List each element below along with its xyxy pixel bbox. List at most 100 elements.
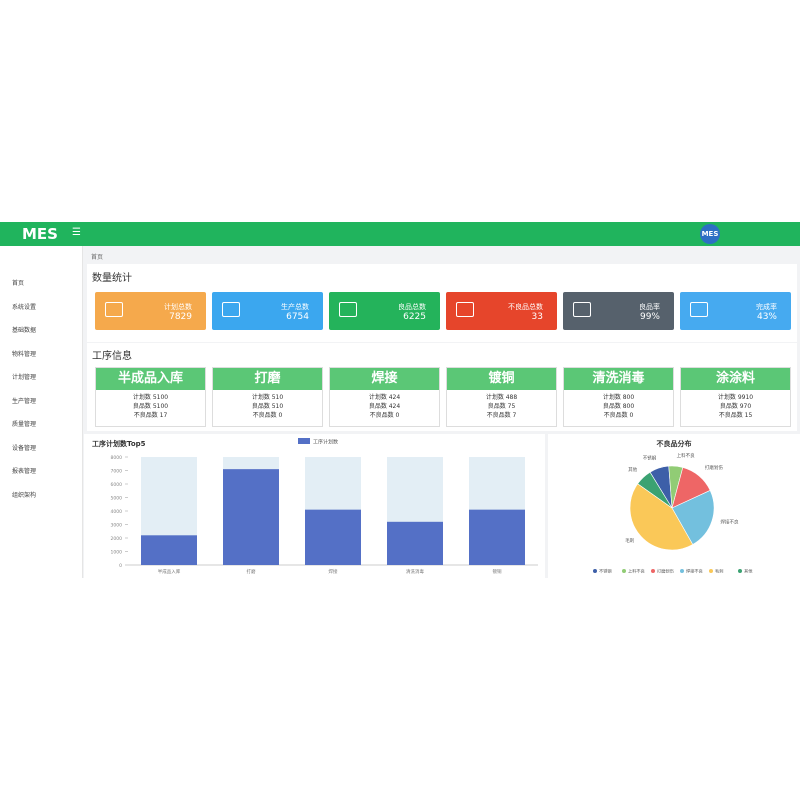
bar-chart: 工序计划数Top5 工序计划数 0 1000 2000 3000 4000 5000 6000 7…	[84, 434, 545, 578]
stat-value: 6754	[286, 312, 309, 322]
process-card: 打磨 计划数 510 良品数 510 不良品数 0	[212, 367, 323, 427]
process-line: 良品数 5100	[132, 403, 169, 410]
process-card: 镀铜 计划数 488 良品数 75 不良品数 7	[446, 367, 557, 427]
process-line: 不良品数 0	[369, 412, 400, 419]
process-line: 良品数 510	[251, 403, 284, 410]
slice-label: 毛刺	[625, 537, 634, 544]
y-tick-label: 8000	[111, 455, 123, 461]
card-icon	[690, 302, 708, 317]
menu-item[interactable]: 报表管理	[12, 468, 37, 475]
panel-title: 数量统计	[92, 273, 132, 284]
legend-label: 上料不良	[628, 568, 645, 575]
menu-toggle[interactable]: ☰	[72, 227, 81, 238]
legend-label: 工序计划数	[313, 439, 338, 446]
stat-value: 43%	[756, 312, 777, 322]
legend-label: 其他	[744, 568, 753, 575]
legend-swatch	[651, 569, 655, 573]
x-tick-label: 半成品入库	[158, 568, 181, 575]
stats-panel: 数量统计 计划总数 7829 生产总数 6754 良品总数 6225 不良品总数 33 良品率 9…	[87, 264, 797, 342]
stat-value: 33	[531, 312, 543, 322]
breadcrumb: 首页	[91, 254, 104, 261]
process-name: 打磨	[213, 368, 322, 390]
bar	[469, 509, 525, 565]
pie-chart: 不良品分布不锈钢不锈钢上料不良上料不良打磨划伤打磨划伤焊接不良焊接不良毛刺毛刺其…	[548, 434, 800, 578]
stat-card: 良品总数 6225	[329, 292, 440, 330]
bar	[305, 509, 361, 565]
menu-item[interactable]: 计划管理	[12, 374, 37, 381]
stat-card: 完成率 43%	[680, 292, 791, 330]
avatar[interactable]: MES	[700, 224, 720, 244]
process-card: 焊接 计划数 424 良品数 424 不良品数 0	[329, 367, 440, 427]
menu-item[interactable]: 首页	[12, 280, 25, 287]
stat-card: 计划总数 7829	[95, 292, 206, 330]
menu-item[interactable]: 基础数据	[12, 327, 37, 334]
menu-item[interactable]: 系统设置	[12, 303, 37, 311]
chart-title: 工序计划数Top5	[92, 439, 146, 448]
x-tick-label: 打磨	[247, 568, 256, 575]
legend-swatch	[298, 438, 310, 444]
process-name: 半成品入库	[96, 368, 205, 390]
legend-label: 毛刺	[715, 568, 723, 575]
stat-card: 不良品总数 33	[446, 292, 557, 330]
process-name: 涂涂料	[681, 368, 790, 390]
legend-swatch	[593, 569, 597, 573]
legend-swatch	[680, 569, 684, 573]
legend-swatch	[622, 569, 626, 573]
stat-value: 7829	[169, 312, 192, 322]
sidebar: 首页系统设置基础数据物料管理计划管理生产管理质量管理设备管理报表管理组织架构	[0, 246, 83, 578]
logo: MES	[22, 225, 58, 243]
y-tick-label: 4000	[111, 509, 123, 515]
legend-swatch	[738, 569, 742, 573]
chart-title: 不良品分布	[657, 439, 692, 448]
card-icon	[573, 302, 591, 317]
process-line: 计划数 800	[602, 394, 635, 401]
process-card: 清洗消毒 计划数 800 良品数 800 不良品数 0	[563, 367, 674, 427]
y-tick-label: 3000	[111, 523, 123, 529]
process-line: 计划数 9910	[717, 394, 754, 401]
stat-label: 完成率	[756, 303, 777, 311]
menu-item[interactable]: 生产管理	[12, 397, 37, 405]
y-tick-label: 7000	[111, 469, 123, 475]
process-name: 焊接	[330, 368, 439, 390]
legend-label: 打磨划伤	[657, 568, 674, 575]
process-line: 良品数 800	[602, 403, 635, 410]
header: MES ☰ MES	[0, 222, 800, 246]
y-tick-label: 1000	[111, 550, 123, 556]
process-line: 良品数 424	[368, 403, 401, 410]
card-icon	[456, 302, 474, 317]
pie-slice	[629, 483, 694, 551]
menu-item[interactable]: 质量管理	[12, 421, 37, 428]
stat-label: 良品率	[639, 303, 660, 311]
stat-value: 99%	[639, 312, 660, 322]
legend-label: 不锈钢	[599, 568, 612, 575]
process-line: 不良品数 7	[486, 412, 517, 419]
card-icon	[222, 302, 240, 317]
menu-item[interactable]: 设备管理	[12, 444, 37, 452]
legend-label: 焊接不良	[686, 568, 703, 575]
x-tick-label: 清洗消毒	[406, 568, 424, 575]
menu-item[interactable]: 物料管理	[12, 350, 37, 358]
slice-label: 焊接不良	[721, 519, 739, 526]
bar	[141, 535, 197, 565]
process-name: 清洗消毒	[564, 368, 673, 390]
stat-label: 不良品总数	[508, 303, 543, 311]
slice-label: 不锈钢	[643, 454, 657, 461]
stat-card: 良品率 99%	[563, 292, 674, 330]
stat-label: 生产总数	[281, 303, 309, 311]
menu-item[interactable]: 组织架构	[12, 491, 37, 499]
process-name: 镀铜	[447, 368, 556, 390]
slice-label: 其他	[628, 466, 637, 473]
card-icon	[105, 302, 123, 317]
process-line: 计划数 510	[251, 394, 284, 401]
slice-label: 上料不良	[677, 452, 695, 459]
card-icon	[339, 302, 357, 317]
y-tick-label: 0	[119, 563, 122, 569]
x-tick-label: 镀铜	[493, 568, 502, 575]
stat-label: 良品总数	[398, 303, 426, 311]
stat-value: 6225	[403, 312, 426, 322]
process-line: 计划数 488	[485, 394, 518, 401]
panel-title: 工序信息	[92, 351, 132, 362]
process-panel: 工序信息 半成品入库 计划数 5100 良品数 5100 不良品数 17 打磨 计划数 5…	[87, 343, 797, 431]
process-line: 计划数 5100	[132, 394, 169, 401]
